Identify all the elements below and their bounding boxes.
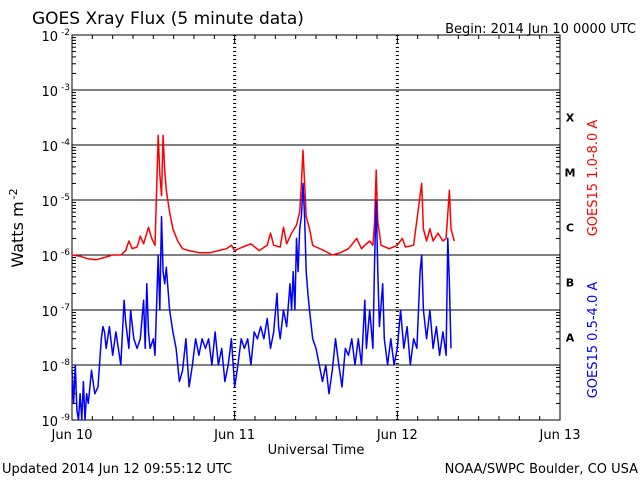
- y-tick-exponent: -6: [61, 248, 70, 258]
- x-tick-label: Jun 13: [539, 428, 581, 443]
- y-tick-exponent: -2: [61, 28, 70, 38]
- series-lines: [71, 134, 456, 421]
- legend-entry-1: GOES15 1.0-8.0 A: [586, 120, 601, 237]
- y-tick-label: 10 -3: [41, 83, 70, 100]
- flare-class-label: A: [566, 332, 575, 345]
- footer-credit: NOAA/SWPC Boulder, CO USA: [445, 462, 638, 477]
- y-tick-mantissa: 10: [41, 85, 58, 100]
- y-axis-label-main: Watts m: [8, 201, 27, 267]
- x-tick-label: Jun 10: [51, 428, 93, 443]
- series-line-2: [71, 182, 452, 421]
- y-tick-mantissa: 10: [41, 195, 58, 210]
- chart-title: GOES Xray Flux (5 minute data): [32, 9, 304, 29]
- y-tick-exponent: -5: [61, 193, 70, 203]
- grid: [72, 35, 560, 420]
- y-tick-exponent: -9: [61, 413, 70, 423]
- flare-class-label: X: [566, 112, 575, 125]
- flare-class-labels: X M C B A: [565, 112, 576, 345]
- y-tick-label: 10 -5: [41, 193, 70, 210]
- y-tick-label: 10 -7: [41, 303, 70, 320]
- y-tick-label: 10 -6: [41, 248, 70, 265]
- y-tick-mantissa: 10: [41, 415, 58, 430]
- x-tick-label: Jun 12: [376, 428, 418, 443]
- flare-class-label: B: [566, 277, 574, 290]
- y-tick-mantissa: 10: [41, 30, 58, 45]
- y-tick-label: 10 -4: [41, 138, 70, 155]
- x-axis: Jun 10 Jun 11 Jun 12 Jun 13: [51, 35, 581, 443]
- series-line-1: [71, 134, 456, 261]
- y-tick-exponent: -4: [61, 138, 70, 148]
- legend: GOES15 1.0-8.0 A GOES15 0.5-4.0 A: [586, 120, 601, 399]
- y-tick-exponent: -8: [61, 358, 70, 368]
- flare-class-label: M: [565, 167, 576, 180]
- x-tick-label: Jun 11: [213, 428, 255, 443]
- legend-entry-2: GOES15 0.5-4.0 A: [586, 282, 601, 399]
- y-tick-exponent: -3: [61, 83, 70, 93]
- plot-area: [71, 34, 561, 421]
- y-tick-mantissa: 10: [41, 360, 58, 375]
- begin-label: Begin: 2014 Jun 10 0000 UTC: [445, 22, 636, 37]
- y-tick-mantissa: 10: [41, 305, 58, 320]
- y-axis-label: Watts m -2: [7, 188, 27, 267]
- y-axis: 10-210-310-410-510-610-710-810-9: [41, 28, 560, 430]
- footer-updated: Updated 2014 Jun 12 09:55:12 UTC: [2, 462, 232, 477]
- y-axis-label-exp: -2: [7, 188, 20, 199]
- y-tick-label: 10 -9: [41, 413, 70, 430]
- y-tick-exponent: -7: [61, 303, 70, 313]
- y-tick-label: 10 -8: [41, 358, 70, 375]
- y-tick-mantissa: 10: [41, 250, 58, 265]
- y-tick-label: 10 -2: [41, 28, 70, 45]
- y-tick-mantissa: 10: [41, 140, 58, 155]
- flare-class-label: C: [566, 222, 574, 235]
- x-axis-label: Universal Time: [268, 443, 365, 458]
